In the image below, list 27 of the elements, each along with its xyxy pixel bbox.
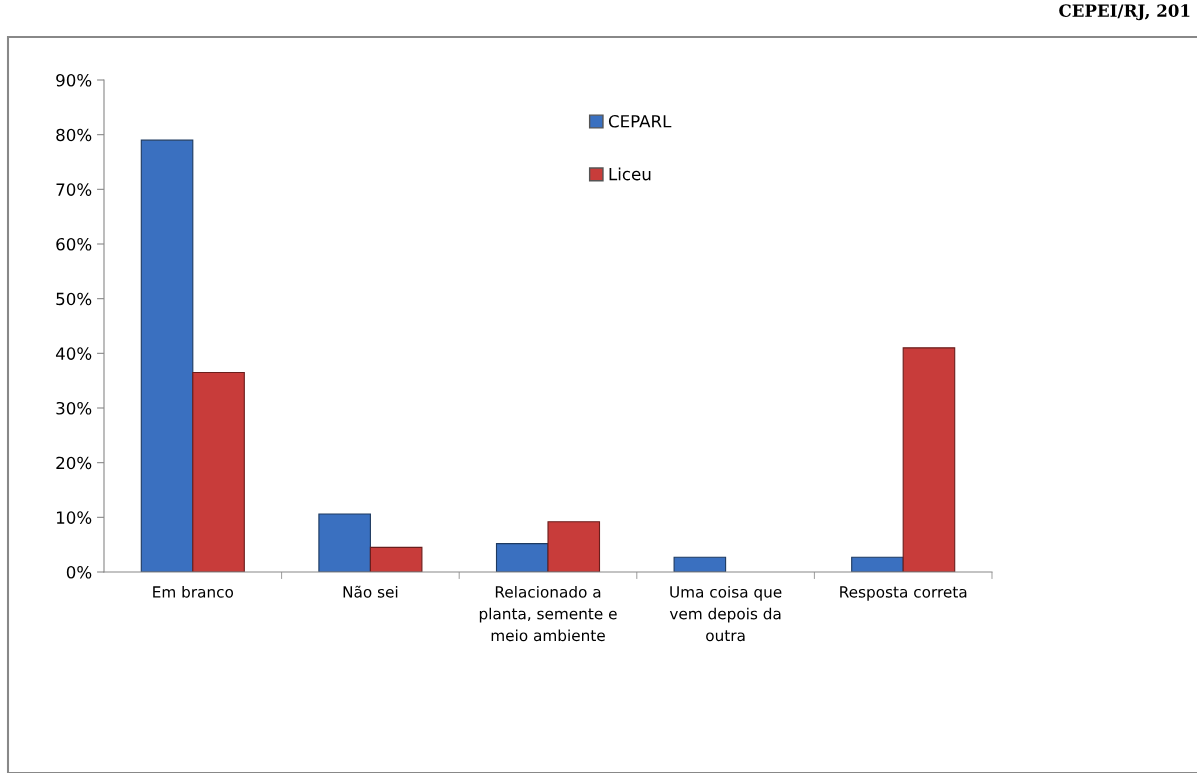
bar [192, 371, 245, 572]
bar [495, 543, 549, 572]
bar [547, 521, 601, 572]
x-tick-label: Relacionado a planta, semente e meio ambiente [479, 585, 617, 642]
x-tick-label: Uma coisa que vem depois da outra [669, 585, 782, 642]
y-tick-label: 0% [66, 565, 92, 579]
y-tick-label: 50% [56, 292, 92, 306]
x-tick-label: Em branco [153, 585, 234, 598]
x-tick-label: Não sei [343, 585, 398, 598]
y-tick-label: 30% [56, 401, 92, 415]
bar [902, 347, 956, 572]
bar [318, 513, 371, 572]
legend-label: CEPARL [608, 114, 672, 128]
bar [369, 546, 423, 572]
y-tick-label: 70% [56, 183, 92, 196]
x-tick-label: Resposta correta [840, 586, 967, 601]
y-tick-label: 80% [56, 128, 92, 142]
text: CEPEI/RJ, 201 [1059, 4, 1190, 21]
bar [140, 139, 194, 572]
y-tick-label: 90% [56, 73, 92, 87]
bar [673, 556, 727, 572]
y-tick-label: 60% [56, 237, 92, 251]
y-tick-label: 40% [55, 347, 92, 360]
bar [851, 556, 904, 572]
y-tick-label: 20% [56, 456, 92, 470]
y-tick-label: 10% [56, 511, 92, 524]
legend-label: Liceu [609, 167, 651, 181]
